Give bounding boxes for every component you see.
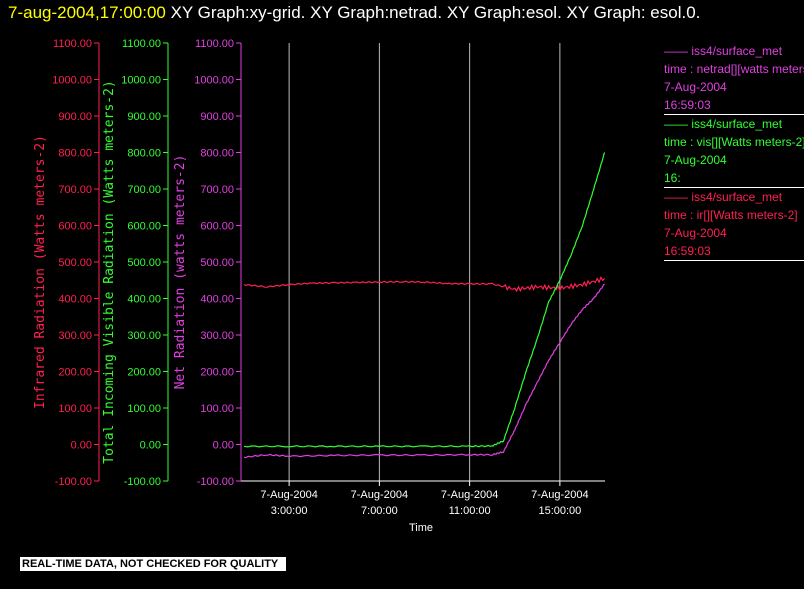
y-tick-label-ir-3: 800.00 (58, 148, 92, 160)
x-axis-label: Time (409, 522, 433, 534)
y-tick-label-ir-5: 600.00 (58, 221, 92, 233)
x-tick-label-time-1: 7:00:00 (361, 505, 398, 517)
legend-date: 7-Aug-2004 (664, 80, 727, 94)
legend-date: 7-Aug-2004 (664, 226, 727, 240)
x-tick-label-date-1: 7-Aug-2004 (351, 489, 409, 501)
y-tick-label-vis-7: 400.00 (127, 294, 161, 306)
quality-banner: REAL-TIME DATA, NOT CHECKED FOR QUALITY (20, 557, 287, 571)
legend-time: 16:59:03 (664, 98, 711, 112)
y-tick-label-ir-1: 1000.00 (52, 75, 92, 87)
y-tick-label-net-9: 200.00 (200, 367, 234, 379)
y-tick-label-net-2: 900.00 (200, 111, 234, 123)
legend-variable: time : vis[][Watts meters-2] (664, 135, 804, 149)
y-tick-label-net-1: 1000.00 (194, 75, 234, 87)
y-tick-label-vis-6: 500.00 (127, 257, 161, 269)
x-tick-label-date-3: 7-Aug-2004 (531, 489, 589, 501)
y-tick-label-vis-1: 1000.00 (121, 75, 161, 87)
y-tick-label-net-3: 800.00 (200, 148, 234, 160)
x-tick-label-time-3: 15:00:00 (538, 505, 581, 517)
y-tick-label-ir-0: 1100.00 (53, 38, 92, 50)
y-tick-label-net-8: 300.00 (200, 330, 234, 342)
y-tick-label-vis-0: 1100.00 (122, 38, 161, 50)
y-tick-label-vis-10: 100.00 (127, 403, 161, 415)
title-bar: 7-aug-2004,17:00:00 XY Graph:xy-grid. XY… (8, 2, 798, 24)
y-tick-label-vis-12: -100.00 (124, 476, 161, 488)
x-tick-label-date-2: 7-Aug-2004 (441, 489, 499, 501)
y-tick-label-ir-11: 0.00 (71, 440, 92, 452)
series-line-net (243, 283, 605, 459)
y-tick-label-ir-9: 200.00 (58, 367, 92, 379)
y-axis-label-net: Net Radiation (watts meters-2) (173, 155, 188, 390)
x-tick-label-time-0: 3:00:00 (271, 505, 308, 517)
legend-source: —— iss4/surface_met (664, 117, 783, 131)
y-tick-label-net-12: -100.00 (197, 476, 234, 488)
y-tick-label-net-6: 500.00 (200, 257, 234, 269)
y-tick-label-vis-4: 700.00 (127, 184, 161, 196)
series-line-ir (243, 276, 606, 293)
y-tick-label-net-0: 1100.00 (195, 38, 234, 50)
y-tick-label-net-5: 600.00 (200, 221, 234, 233)
legend-source: —— iss4/surface_met (664, 190, 783, 204)
legend-time: 16:59:03 (664, 244, 711, 258)
y-tick-label-net-7: 400.00 (200, 294, 234, 306)
x-tick-label-time-2: 11:00:00 (449, 505, 491, 517)
y-tick-label-ir-2: 900.00 (58, 111, 92, 123)
y-tick-label-net-4: 700.00 (200, 184, 234, 196)
legend-variable: time : ir[][Watts meters-2] (664, 208, 798, 222)
y-tick-label-vis-11: 0.00 (140, 440, 161, 452)
title-graph-list: XY Graph:xy-grid. XY Graph:netrad. XY Gr… (165, 3, 701, 22)
y-tick-label-vis-2: 900.00 (127, 111, 161, 123)
legend-date: 7-Aug-2004 (664, 153, 727, 167)
y-tick-label-net-10: 100.00 (200, 403, 234, 415)
y-tick-label-vis-8: 300.00 (127, 330, 161, 342)
y-tick-label-vis-3: 800.00 (127, 148, 161, 160)
y-tick-label-ir-10: 100.00 (58, 403, 92, 415)
y-tick-label-vis-9: 200.00 (127, 367, 161, 379)
legend-variable: time : netrad[][watts meters-2] (664, 62, 804, 76)
y-tick-label-ir-7: 400.00 (58, 294, 92, 306)
y-axis-label-vis: Total Incoming Visible Radiation (Watts … (102, 80, 117, 464)
y-tick-label-ir-12: -100.00 (55, 476, 92, 488)
y-tick-label-ir-8: 300.00 (58, 330, 92, 342)
y-tick-label-ir-6: 500.00 (58, 257, 92, 269)
title-date-stamp: 7-aug-2004,17:00:00 (8, 3, 166, 22)
series-line-vis (243, 152, 606, 448)
legend-time: 16: (664, 171, 681, 185)
legend-source: —— iss4/surface_met (664, 44, 783, 58)
y-tick-label-net-11: 0.00 (213, 440, 234, 452)
y-tick-label-vis-5: 600.00 (127, 221, 161, 233)
y-axis-label-ir: Infrared Radiation (Watts meters-2) (33, 135, 48, 409)
y-tick-label-ir-4: 700.00 (58, 184, 92, 196)
x-tick-label-date-0: 7-Aug-2004 (260, 489, 318, 501)
